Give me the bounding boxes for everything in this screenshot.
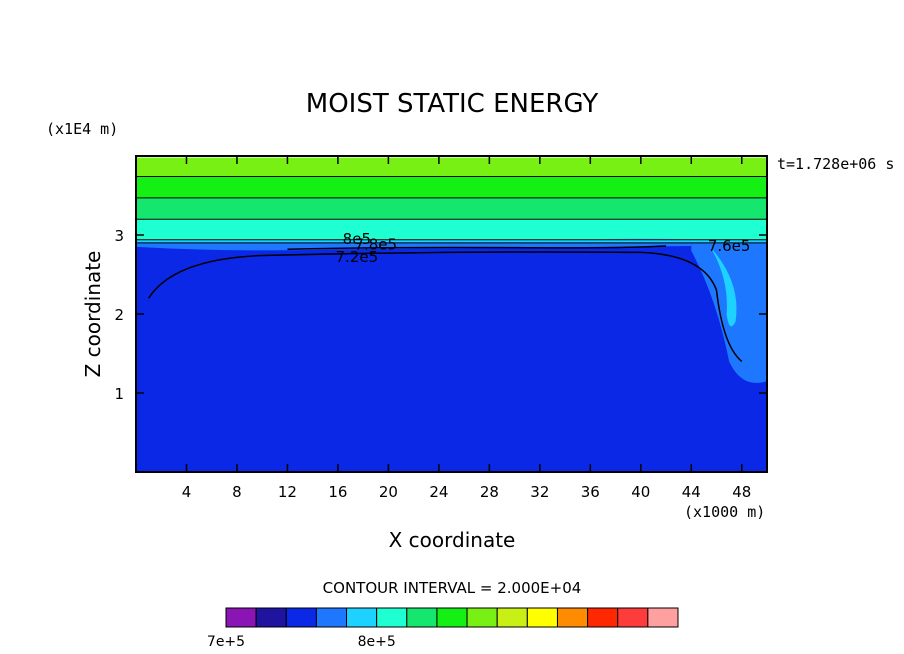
contour-band-5 <box>136 242 767 472</box>
x-tick-label: 36 <box>581 483 600 501</box>
x-tick-label: 24 <box>429 483 448 501</box>
x-tick-label: 28 <box>480 483 499 501</box>
contour-interval-text: CONTOUR INTERVAL = 2.000E+04 <box>323 579 582 597</box>
x-tick-label: 16 <box>328 483 347 501</box>
y-unit-label: (x1E4 m) <box>46 120 118 138</box>
contour-label: 7.6e5 <box>708 237 751 255</box>
x-axis-label: X coordinate <box>389 528 516 552</box>
y-tick-label: 3 <box>114 227 124 245</box>
colorbar-swatch <box>556 607 589 628</box>
y-axis: 1 2 3 <box>114 227 767 403</box>
boundary-layer-fill <box>136 242 692 251</box>
colorbar-tick-label: 7e+5 <box>207 634 245 650</box>
colorbar-swatch <box>436 607 468 628</box>
y-tick-label: 2 <box>114 306 124 324</box>
x-tick-label: 48 <box>732 483 751 501</box>
y-tick-label: 1 <box>114 385 124 403</box>
x-axis: 4 8 12 16 20 24 28 32 36 40 44 48 <box>182 156 751 501</box>
plume-inner-fill <box>710 246 737 327</box>
colorbar-swatch <box>346 607 378 628</box>
colorbar-swatch <box>285 607 317 628</box>
contour-label: 7.2e5 <box>336 248 379 266</box>
colorbar-swatch <box>526 607 558 628</box>
contour-band-0 <box>136 157 767 177</box>
colorbar-swatch <box>466 607 498 628</box>
colorbar-swatch <box>587 607 619 628</box>
colorbar-swatch <box>647 607 679 628</box>
contour-band-2 <box>136 197 767 220</box>
contour-line-upper <box>287 245 667 250</box>
colorbar: 7e+5 8e+5 <box>207 607 679 650</box>
contour-band-4 <box>136 239 767 243</box>
chart-title: MOIST STATIC ENERGY <box>306 89 599 119</box>
contour-line-lower <box>147 251 743 362</box>
colorbar-swatch <box>255 607 287 628</box>
colorbar-swatch <box>406 607 438 628</box>
contour-label: 7.8e5 <box>354 235 397 253</box>
x-tick-label: 40 <box>631 483 650 501</box>
x-tick-label: 8 <box>232 483 242 501</box>
contour-label: 8e5 <box>343 230 371 248</box>
colorbar-swatch <box>376 607 408 628</box>
colorbar-swatch <box>617 607 649 628</box>
colorbar-swatch <box>496 607 528 628</box>
time-label: t=1.728e+06 s <box>777 155 894 173</box>
y-axis-label: Z coordinate <box>81 251 105 378</box>
colorbar-swatch <box>315 607 348 628</box>
contour-band-3 <box>136 219 767 240</box>
contour-fill-layer <box>136 157 767 472</box>
x-tick-label: 32 <box>530 483 549 501</box>
x-tick-label: 4 <box>182 483 192 501</box>
contour-band-1 <box>136 176 767 198</box>
x-tick-label: 20 <box>379 483 398 501</box>
x-unit-label: (x1000 m) <box>684 503 765 521</box>
x-tick-label: 44 <box>682 483 701 501</box>
x-tick-label: 12 <box>278 483 297 501</box>
contour-line-layer <box>136 176 767 362</box>
colorbar-tick-label: 8e+5 <box>358 634 396 650</box>
colorbar-swatch <box>225 607 257 628</box>
